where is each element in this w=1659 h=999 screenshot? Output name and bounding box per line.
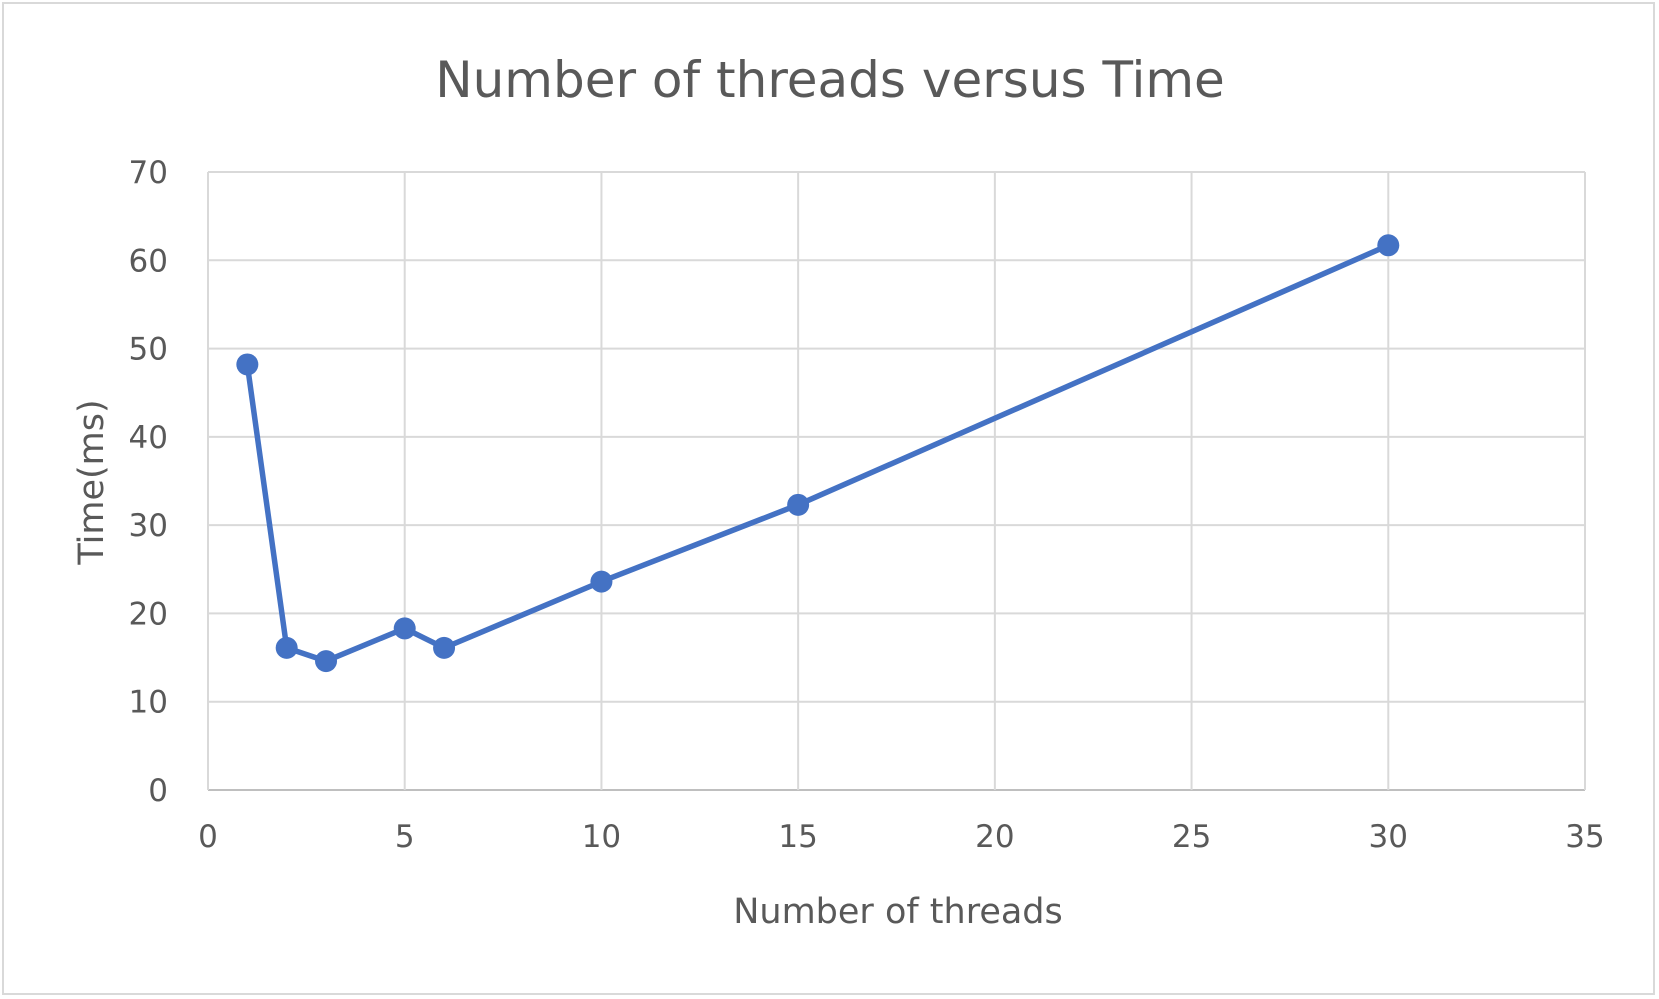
series-line	[244, 242, 1392, 664]
y-tick-label: 60	[129, 243, 168, 279]
x-tick-label: 0	[198, 819, 218, 855]
x-axis-label: Number of threads	[733, 892, 1063, 932]
x-axis-tick-labels: 0 5 10 15 20 25 30 35	[198, 819, 1605, 855]
series-layer	[236, 234, 1400, 673]
data-point	[275, 636, 298, 659]
y-tick-label: 10	[129, 685, 168, 721]
x-tick-label: 30	[1369, 819, 1408, 855]
data-point	[787, 493, 810, 516]
x-tick-label: 10	[582, 819, 621, 855]
y-axis-tick-labels: 0 10 20 30 40 50 60 70	[129, 155, 168, 809]
x-tick-label: 25	[1172, 819, 1211, 855]
data-point	[1377, 234, 1400, 257]
y-tick-label: 20	[129, 596, 168, 632]
y-tick-label: 40	[129, 420, 168, 456]
gridlines	[207, 171, 1586, 791]
x-tick-label: 15	[778, 819, 817, 855]
data-point	[236, 353, 259, 376]
y-tick-label: 70	[129, 155, 168, 191]
data-point	[315, 650, 338, 673]
data-point	[590, 570, 613, 593]
chart-title: Number of threads versus Time	[435, 51, 1225, 109]
y-tick-label: 30	[129, 508, 168, 544]
x-tick-label: 35	[1565, 819, 1604, 855]
data-point	[433, 636, 456, 659]
data-point	[393, 617, 416, 640]
x-tick-label: 5	[395, 819, 415, 855]
y-axis-label: Time(ms)	[72, 399, 112, 565]
x-tick-label: 20	[975, 819, 1014, 855]
y-tick-label: 50	[129, 332, 168, 368]
y-tick-label: 0	[148, 773, 168, 809]
